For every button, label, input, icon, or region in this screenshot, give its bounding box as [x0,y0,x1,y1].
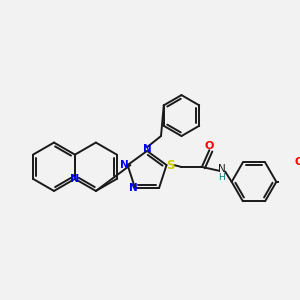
Text: O: O [205,140,214,151]
Text: O: O [295,157,300,167]
Text: H: H [218,173,225,182]
Text: N: N [120,160,129,170]
Text: S: S [166,159,175,172]
Text: N: N [218,164,225,174]
Text: N: N [143,144,152,154]
Text: N: N [129,183,137,193]
Text: N: N [70,174,80,184]
